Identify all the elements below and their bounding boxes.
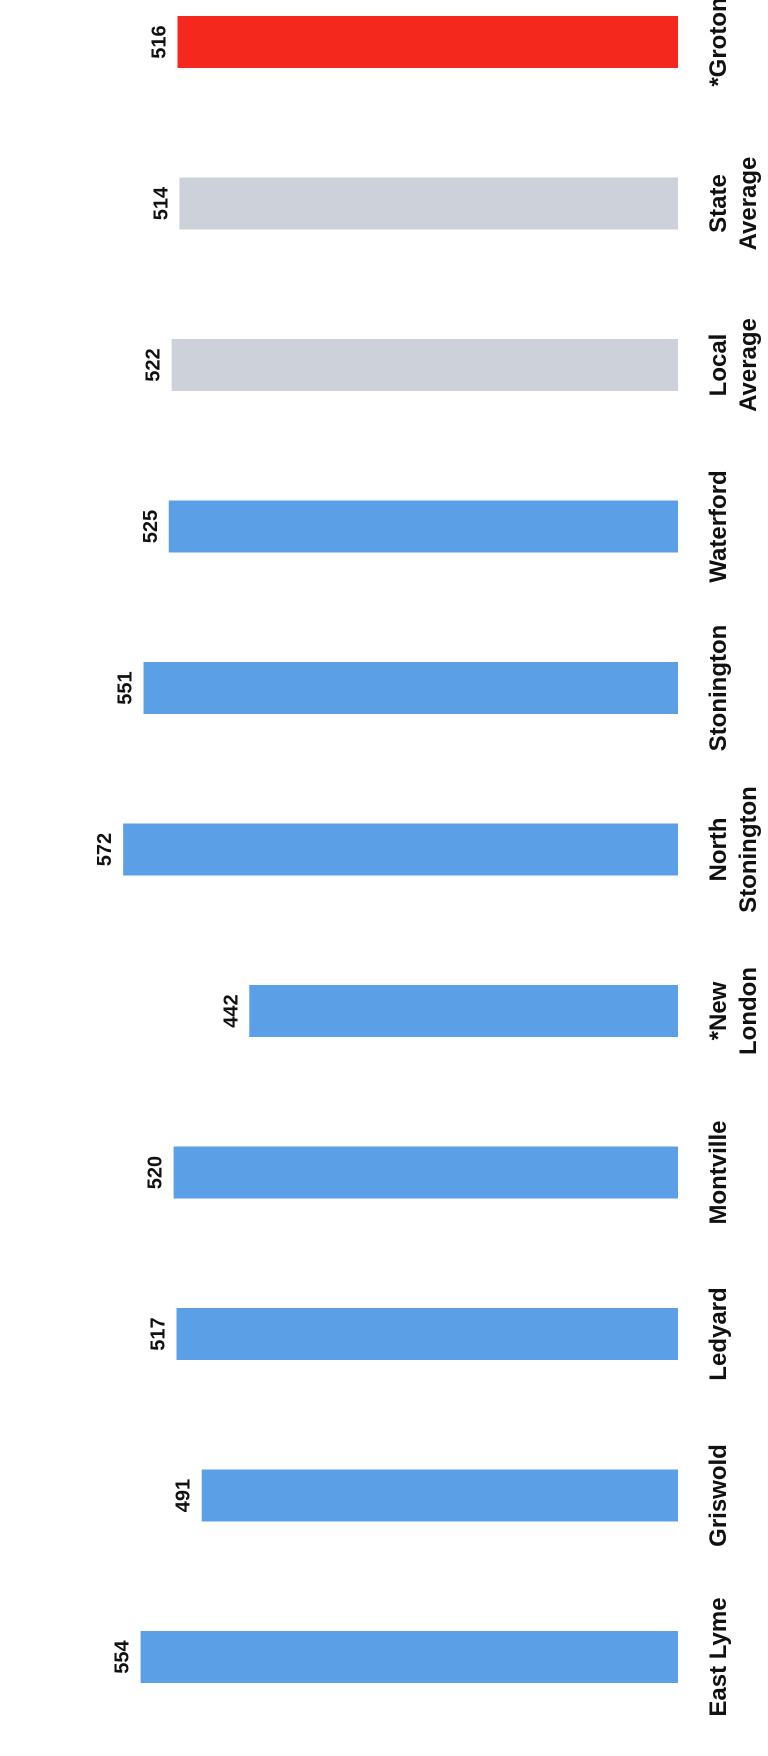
value-label-local-average: 522: [143, 348, 165, 381]
bar-east-lyme: [140, 1631, 678, 1683]
bar-montville: [173, 1146, 678, 1199]
value-label-north-stonington: 572: [94, 833, 116, 866]
category-label-line: North: [705, 818, 732, 882]
category-label-local-average: Local Average: [705, 318, 762, 412]
category-label-ledyard: Ledyard: [705, 1287, 732, 1380]
bar-ledyard: [176, 1308, 678, 1360]
category-label-montville: Montville: [705, 1120, 732, 1224]
category-label-line: *New: [705, 981, 732, 1040]
value-label-state-average: 514: [150, 186, 172, 220]
category-label-line: Stonington: [735, 786, 762, 913]
category-label-groton: *Groton: [705, 0, 732, 87]
value-label-groton: 516: [148, 25, 170, 58]
category-label-griswold: Griswold: [705, 1444, 732, 1547]
bar-griswold: [201, 1469, 678, 1522]
category-label-new-london: *New London: [705, 967, 762, 1055]
value-label-new-london: 442: [220, 994, 242, 1027]
category-label-line: Montville: [705, 1120, 732, 1224]
bar-state-average: [179, 177, 678, 230]
category-label-north-stonington: North Stonington: [705, 786, 762, 913]
category-label-state-average: State Average: [705, 157, 762, 251]
bar-stonington: [143, 662, 678, 714]
bar-local-average: [171, 339, 678, 391]
category-label-line: Griswold: [705, 1444, 732, 1547]
value-label-waterford: 525: [140, 510, 162, 543]
value-label-east-lyme: 554: [112, 1639, 134, 1673]
category-label-line: Ledyard: [705, 1287, 732, 1380]
value-label-stonington: 551: [115, 671, 137, 704]
value-label-montville: 520: [145, 1156, 167, 1189]
category-label-line: State: [705, 174, 732, 233]
category-label-line: Stonington: [705, 625, 732, 752]
bar-groton: [177, 16, 678, 68]
value-label-ledyard: 517: [148, 1317, 170, 1350]
category-label-line: East Lyme: [705, 1597, 732, 1716]
category-label-line: Waterford: [705, 470, 732, 582]
bar-north-stonington: [123, 823, 679, 876]
value-label-griswold: 491: [173, 1479, 195, 1512]
category-label-waterford: Waterford: [705, 470, 732, 582]
category-label-line: Local: [705, 334, 732, 397]
category-label-east-lyme: East Lyme: [705, 1597, 732, 1716]
category-label-line: Average: [735, 157, 762, 251]
bar-waterford: [168, 500, 678, 553]
category-label-line: London: [735, 967, 762, 1055]
category-label-line: *Groton: [705, 0, 732, 87]
category-label-stonington: Stonington: [705, 625, 732, 752]
bar-new-london: [249, 985, 678, 1037]
category-label-line: Average: [735, 318, 762, 412]
